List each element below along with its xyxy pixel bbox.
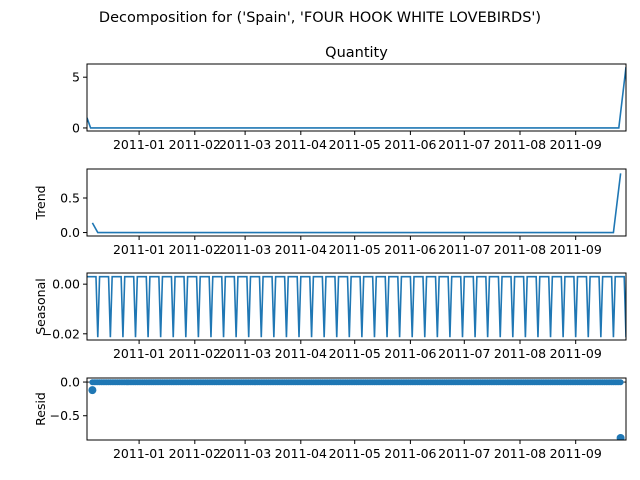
y-tick-label: 0 [72,120,80,135]
x-tick-label: 2011-03 [219,346,271,361]
y-tick-label: 0.00 [52,277,80,292]
seasonal-line [87,275,626,338]
x-tick-label: 2011-06 [384,137,436,152]
resid-outlier-point [616,433,625,440]
y-tick-label: −0.5 [50,408,80,423]
x-tick-label: 2011-07 [438,446,490,461]
x-tick-label: 2011-07 [438,346,490,361]
x-tick-label: 2011-02 [169,446,221,461]
x-tick-label: 2011-09 [550,346,602,361]
x-tick-label: 2011-05 [329,446,381,461]
y-tick-label: 0.0 [60,225,80,240]
y-axis-label: Resid [33,392,48,426]
x-tick-label: 2011-03 [219,137,271,152]
axes-frame [86,272,627,341]
subplot-title: Quantity [325,45,388,61]
y-axis-label: Seasonal [33,278,48,335]
x-tick-label: 2011-05 [329,242,381,257]
x-tick-label: 2011-07 [438,242,490,257]
y-tick-label: −0.02 [42,326,80,341]
axes-frame [86,377,627,441]
x-tick-label: 2011-08 [494,346,546,361]
x-tick-label: 2011-01 [113,242,165,257]
resid-point [617,379,624,386]
x-tick-label: 2011-09 [550,137,602,152]
plot-area [91,173,622,234]
x-tick-label: 2011-02 [169,346,221,361]
x-tick-label: 2011-08 [494,446,546,461]
series-line [91,173,622,234]
x-tick-label: 2011-06 [384,346,436,361]
resid-outlier-point [88,386,97,395]
x-tick-label: 2011-04 [275,346,327,361]
x-tick-label: 2011-03 [219,242,271,257]
x-tick-label: 2011-02 [169,242,221,257]
x-tick-label: 2011-05 [329,346,381,361]
plot-area [87,379,626,440]
x-tick-label: 2011-09 [550,242,602,257]
axes-frame [86,168,627,237]
x-tick-label: 2011-03 [219,446,271,461]
x-tick-label: 2011-05 [329,137,381,152]
axes-frame [86,63,627,132]
y-tick-label: 5 [72,70,80,85]
x-tick-label: 2011-01 [113,137,165,152]
plot-area [87,275,626,338]
x-tick-label: 2011-07 [438,137,490,152]
x-tick-label: 2011-01 [113,346,165,361]
x-tick-label: 2011-08 [494,137,546,152]
y-tick-label: 0.5 [60,191,80,206]
y-tick-label: 0.0 [60,375,80,390]
x-tick-label: 2011-06 [384,446,436,461]
figure-suptitle: Decomposition for ('Spain', 'FOUR HOOK W… [99,10,541,26]
series-line [87,66,626,129]
x-tick-label: 2011-08 [494,242,546,257]
x-tick-label: 2011-04 [275,242,327,257]
x-tick-label: 2011-01 [113,446,165,461]
plot-area [87,66,626,129]
x-tick-label: 2011-09 [550,446,602,461]
x-tick-label: 2011-02 [169,137,221,152]
x-tick-label: 2011-04 [275,137,327,152]
y-axis-label: Trend [33,185,48,220]
x-tick-label: 2011-04 [275,446,327,461]
x-tick-label: 2011-06 [384,242,436,257]
